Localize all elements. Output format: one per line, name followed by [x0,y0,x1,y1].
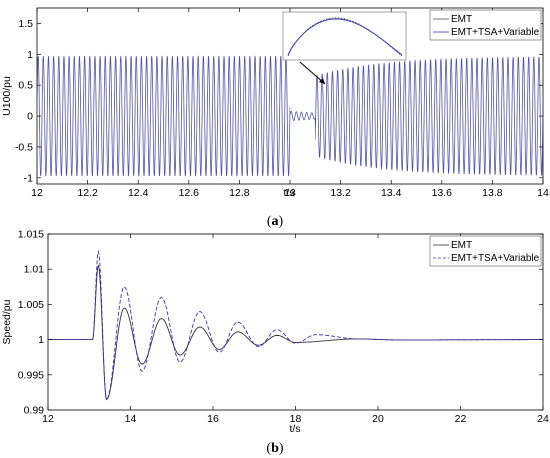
x-tick-label: 24 [537,413,549,425]
y-tick-label: 1 [27,49,33,61]
x-tick-label: 20 [372,413,384,425]
y-tick-label: 0.995 [18,369,44,381]
y-tick-label: 0.5 [18,80,33,92]
chart-a-legend: EMT EMT+TSA+Variable [429,9,542,41]
chart-b-caption: (b) [266,441,283,456]
legend-a-tsa: EMT+TSA+Variable [451,27,540,38]
chart-b-ylabel: Speed/pu [1,299,13,344]
x-tick-label: 12.8 [229,187,250,199]
x-tick-label: 13.6 [432,187,453,199]
x-tick-label: 18 [290,413,302,425]
x-tick-label: 12 [42,413,54,425]
inset-curve [287,18,403,56]
x-tick-label: 14 [537,187,549,199]
legend-a-box [429,9,542,41]
x-tick-label: 16 [207,413,219,425]
chart-b-ticks: 12 14 16 18 20 22 24 0.99 0.995 1 1.005 1.01 1.015 [18,229,549,426]
chart-b-legend: EMT EMT+TSA+Variable [429,235,542,267]
y-tick-label: 1.005 [18,299,44,311]
x-tick-label: 12 [31,187,43,199]
y-tick-label: 1 [38,334,44,346]
legend-b-tsa: EMT+TSA+Variable [451,253,540,264]
x-tick-label: 13.8 [482,187,503,199]
chart-a-ticks: 12 12.2 12.4 12.6 12.8 13 13.2 13.4 13.6 13.8 14 -1… [15,8,549,199]
y-tick-label: 0.99 [24,405,45,417]
chart-a-caption: (a) [267,214,284,229]
x-tick-label: 12.6 [179,187,200,199]
y-tick-label: 0 [27,111,33,123]
y-tick-label: 1.01 [24,264,45,276]
y-tick-label: -0.5 [15,141,33,153]
series-line-emt [48,264,544,401]
chart-a-ylabel: U100/pu [1,76,13,116]
x-tick-label: 13.4 [381,187,402,199]
y-tick-label: 1.5 [18,18,33,30]
series-line-emt [36,55,544,177]
legend-a-emt: EMT [451,14,472,25]
x-tick-label: 14 [125,413,137,425]
chart-b-series [48,250,544,401]
legend-b-box [429,235,542,267]
chart-a-series [36,55,544,177]
chart-b: 12 14 16 18 20 22 24 0.99 0.995 1 1.005 1.01 1.015 t… [1,229,549,457]
x-tick-label: 13 [284,187,296,199]
x-tick-label: 13.2 [330,187,351,199]
inset-arrow-head [319,78,325,84]
x-tick-label: 22 [455,413,467,425]
chart-a-xlabel: t/s [283,187,294,199]
inset-curves [287,17,403,57]
series-line-emt-tsa-variable [48,250,544,401]
x-tick-label: 12.4 [128,187,149,199]
x-tick-label: 12.2 [77,187,98,199]
legend-b-emt: EMT [451,240,472,251]
series-line-emt-tsa-variable [36,55,544,177]
chart-a: 12 12.2 12.4 12.6 12.8 13 13.2 13.4 13.6 13.8 14 -1… [1,7,549,229]
y-tick-label: 1.015 [18,229,44,241]
y-tick-label: -1 [24,172,33,184]
chart-b-xlabel: t/s [289,423,300,435]
chart-a-inset [282,11,407,85]
